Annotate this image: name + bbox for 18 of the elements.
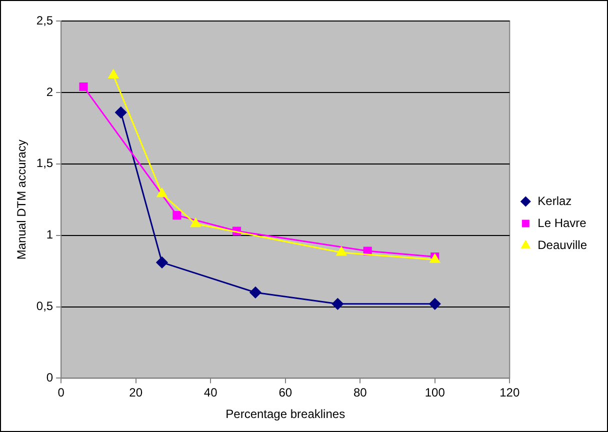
x-axis-title: Percentage breaklines [226, 407, 346, 422]
y-axis-title: Manual DTM accuracy [14, 140, 29, 260]
x-tick-label: 0 [58, 386, 65, 400]
y-tick-label: 1 [46, 228, 54, 242]
legend-label: Le Havre [538, 216, 587, 230]
x-tick-label: 100 [424, 386, 446, 400]
x-tick-label: 80 [353, 386, 368, 400]
y-tick-label: 1,5 [36, 156, 54, 170]
y-tick-label: 0 [46, 370, 54, 385]
y-tick-label: 0,5 [36, 299, 54, 314]
legend-label: Kerlaz [538, 194, 572, 208]
x-tick-label: 120 [500, 386, 520, 400]
legend-label: Deauville [538, 238, 588, 252]
x-tick-label: 20 [129, 386, 143, 400]
y-tick-label: 2 [46, 84, 54, 99]
y-tick-label: 2,5 [36, 13, 54, 28]
x-tick-label: 60 [278, 386, 292, 400]
x-tick-label: 40 [204, 386, 218, 400]
